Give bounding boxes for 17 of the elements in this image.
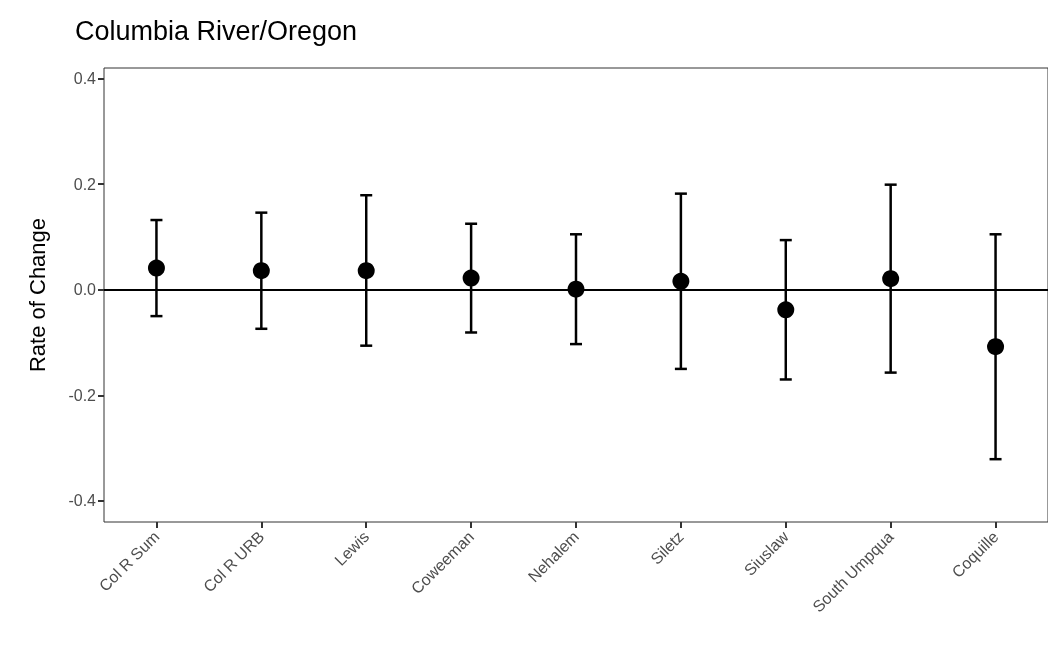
point — [462, 269, 480, 287]
point — [987, 338, 1005, 356]
y-tick-label: -0.2 — [68, 386, 97, 404]
point — [777, 301, 795, 319]
y-tick-label: -0.4 — [68, 492, 97, 510]
y-tick-label: 0.2 — [73, 175, 97, 193]
y-axis-title: Rate of Change — [24, 217, 50, 373]
y-tick-label: 0.0 — [73, 281, 97, 299]
chart-title: Columbia River/Oregon — [75, 15, 358, 46]
point — [357, 262, 375, 280]
point — [252, 262, 270, 280]
point — [672, 272, 690, 290]
point — [147, 259, 165, 277]
point — [567, 280, 585, 298]
x-tick-label: Col R Sum — [95, 527, 163, 595]
y-tick-label: 0.4 — [73, 70, 97, 88]
point — [882, 270, 900, 288]
